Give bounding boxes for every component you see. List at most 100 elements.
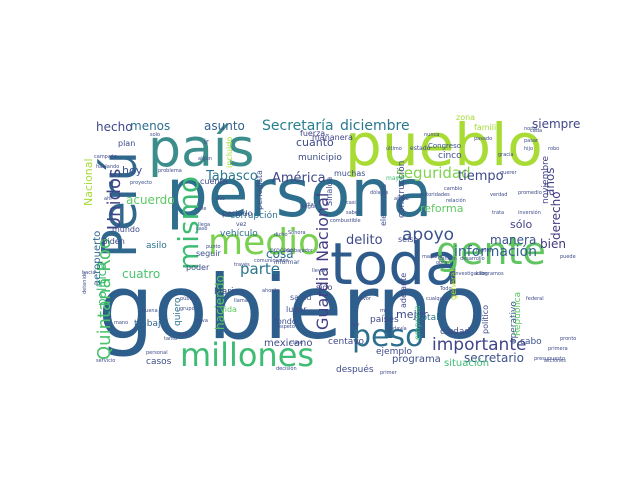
word-mil: mil [380, 308, 388, 314]
word-mismo: mismo [172, 176, 205, 270]
word-ejemplo: ejemplo [376, 347, 413, 357]
word-cosa: cosa [266, 247, 294, 261]
word-toda: toda [330, 230, 461, 298]
word-menos: menos [130, 119, 170, 133]
word-tanto: tanto [164, 336, 177, 342]
word-secretario: secretario [464, 351, 524, 365]
word-todavia: todavía [388, 325, 407, 332]
word-clase: clase [290, 340, 303, 346]
word-ciento: ciento [476, 248, 491, 254]
word-peru: Perú [92, 151, 148, 258]
word-hijo: hijo [524, 146, 533, 152]
word-familia: familia [474, 123, 501, 132]
word-reforma: reforma [420, 202, 463, 215]
word-gente: gente [436, 229, 546, 273]
word-kilogramos: kilogramos [476, 271, 504, 277]
word-ir: ir [204, 138, 209, 146]
word-tres: tres [178, 332, 188, 338]
word-mayor: mayor [386, 175, 406, 182]
word-asunto: asunto [204, 119, 245, 133]
word-construccion: construcción [396, 161, 407, 218]
word-periodista: periodista [255, 170, 264, 210]
word-llevar: llevar [312, 268, 327, 274]
word-solo: solo [150, 132, 160, 138]
word-querer: querer [500, 170, 517, 176]
word-manera: manera [490, 233, 536, 247]
word-quiero: quiero [173, 297, 183, 326]
word-gobierno: gobierno [98, 256, 486, 359]
word-asilo: asilo [146, 241, 167, 251]
word-centavo: centavo [328, 337, 365, 347]
word-guardia-nacional: Guardia Nacional [313, 193, 332, 330]
word-problema: problema [158, 168, 182, 174]
word-dos: dos [216, 196, 225, 202]
word-personal: personal [146, 350, 168, 356]
word-primera: primera [548, 346, 568, 352]
word-detenido: detenido [82, 272, 88, 294]
word-plan: plan [118, 139, 135, 148]
word-relacion: relación [446, 197, 466, 204]
word-nunca: nunca [424, 132, 439, 138]
word-algun: algún [198, 155, 212, 162]
word-servicio: servicio [96, 358, 115, 364]
word-pais: país [148, 119, 254, 179]
word-biden: Biden [102, 237, 125, 246]
word-federal: federal [526, 296, 544, 302]
word-lugar: lugar [286, 305, 307, 314]
word-pueblo: pueblo [345, 111, 543, 179]
word-parte: parte [240, 260, 280, 278]
word-informar: informar [274, 259, 300, 266]
word-aeropuerto: aeropuerto [92, 231, 103, 286]
word-ley: ley [352, 322, 359, 328]
word-combustible: combustible [330, 218, 361, 224]
word-inversion: inversión [518, 209, 541, 216]
word-puede: puede [560, 254, 576, 260]
word-noviembre: noviembre [541, 155, 551, 204]
word-politica: política [95, 262, 109, 306]
word-poder: poder [186, 263, 210, 272]
word-ciudad: ciudad [440, 327, 470, 337]
word-publico: público [180, 295, 198, 302]
word-ahorita: ahorita [262, 288, 280, 294]
word-mexicano: mexicano [264, 338, 313, 349]
word-manana: mañana [422, 254, 442, 260]
word-autoridades: autoridades [420, 192, 450, 198]
word-desarrollo: desarrollo [460, 256, 485, 262]
word-america: América [272, 171, 326, 186]
word-mundo: mundo [112, 225, 140, 234]
word-vida: vida [220, 305, 237, 314]
word-vehiculo: vehículo [220, 229, 258, 239]
word-delito: delito [346, 233, 383, 248]
word-caso: caso [196, 226, 207, 232]
word-trata: trata [492, 210, 504, 216]
word-diciembre: diciembre [340, 118, 410, 134]
word-mananera: mañanera [312, 133, 353, 142]
word-nacional: Nacional [82, 158, 95, 206]
word-proyecto: proyecto [130, 180, 152, 186]
word-grupo: grupo [180, 306, 195, 312]
word-mejor: mejor [396, 308, 428, 321]
word-pasar: pasar [524, 138, 539, 144]
word-apoyo: apoyo [402, 225, 454, 245]
word-muchas: muchas [334, 169, 365, 178]
word-incluido: incluido [225, 137, 234, 168]
word-secretaria: Secretaría [262, 118, 334, 134]
word-hoy: hoy [122, 164, 143, 177]
word-pasado: pasado [474, 136, 492, 142]
word-proceso: proceso [270, 247, 294, 254]
word-gracia: gracia [498, 152, 514, 158]
word-vale: vale [196, 206, 207, 212]
word-robo: robo [548, 146, 559, 152]
word-elementos: elementos [379, 184, 388, 226]
word-obra: obra [436, 260, 447, 266]
word-vez: vez [236, 221, 246, 228]
word-fondo: fondo [274, 317, 297, 326]
word-presupuesto: presupuesto [534, 356, 565, 362]
word-casi: casi [346, 200, 356, 206]
word-haciendo: haciendo [213, 275, 227, 330]
word-tiempo: tiempo [458, 169, 504, 184]
word-salud: salud [290, 293, 311, 302]
word-medio: medio [208, 222, 320, 263]
word-embajador: embajador [286, 248, 314, 254]
word-paises: países [370, 315, 399, 325]
